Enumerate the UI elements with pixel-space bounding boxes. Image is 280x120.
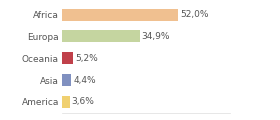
Bar [62,30,140,42]
Text: 5,2%: 5,2% [75,54,98,63]
Bar [62,96,70,108]
Bar [62,9,178,21]
Bar [62,74,71,86]
Text: 52,0%: 52,0% [180,10,208,19]
Text: 34,9%: 34,9% [142,32,170,41]
Text: 4,4%: 4,4% [73,75,96,84]
Bar [62,52,73,64]
Text: 3,6%: 3,6% [71,97,94,106]
